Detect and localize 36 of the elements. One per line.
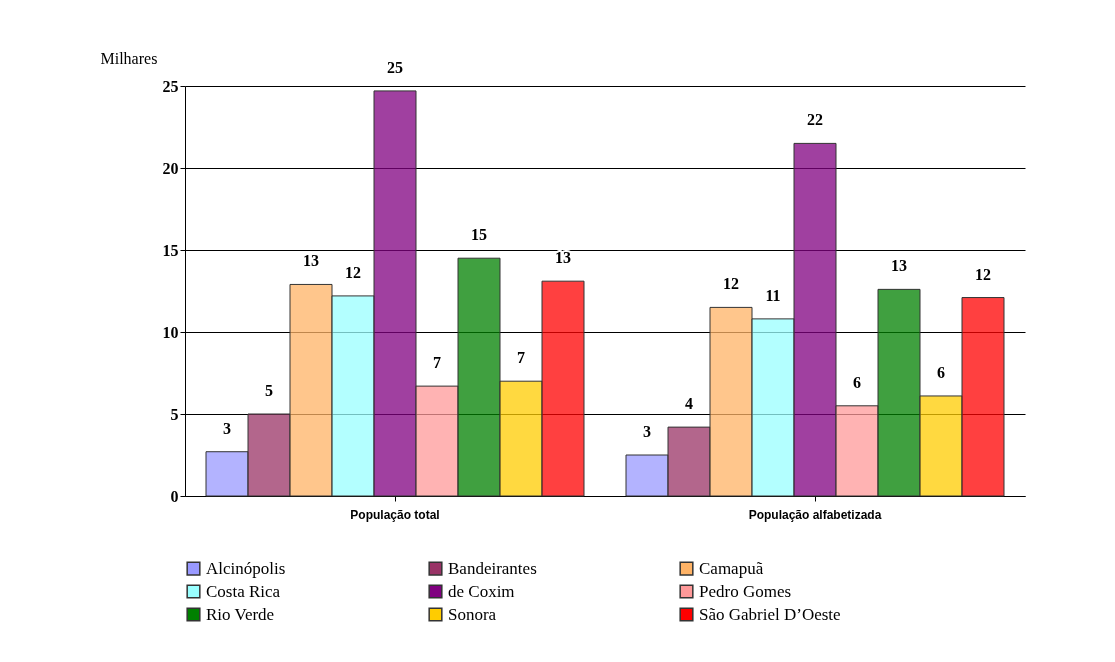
data-label: 6 [937,363,945,381]
y-tick-label: 10 [162,323,179,341]
data-label: 5 [265,382,273,399]
y-tick-label: 0 [170,487,179,505]
legend-label: Pedro Gomes [699,581,792,601]
x-tick-label: População alfabetizada [748,507,882,522]
legend-label: São Gabriel D’Oeste [699,604,841,624]
data-label: 3 [643,423,651,440]
legend-label: de Coxim [448,581,515,601]
data-label: 13 [303,252,319,270]
y-tick-label: 5 [170,405,179,423]
data-label: 3 [223,419,231,437]
legend-label: Rio Verde [206,604,275,624]
data-label: 13 [555,249,571,267]
x-tick-label: População total [350,507,440,522]
legend-label: Costa Rica [206,581,281,601]
data-label: 22 [807,111,823,129]
data-label: 12 [345,263,361,281]
data-label: 11 [765,286,781,304]
y-tick-label: 15 [162,241,179,259]
data-label: 25 [387,58,403,76]
legend-label: Bandeirantes [448,558,537,578]
data-label: 12 [723,275,739,293]
legend-label: Camapuã [699,558,764,578]
data-label: 7 [517,349,525,367]
y-axis-title: Milhares [100,49,158,67]
legend-label: Alcinópolis [206,558,286,578]
legend-label: Sonora [448,604,497,624]
data-label: 4 [685,395,693,413]
data-label: 7 [433,354,441,372]
data-label: 6 [853,373,861,391]
data-label: 12 [975,265,991,283]
data-label: 13 [891,257,907,275]
y-tick-label: 20 [162,159,179,177]
data-label: 15 [471,226,487,244]
y-tick-label: 25 [162,77,179,95]
